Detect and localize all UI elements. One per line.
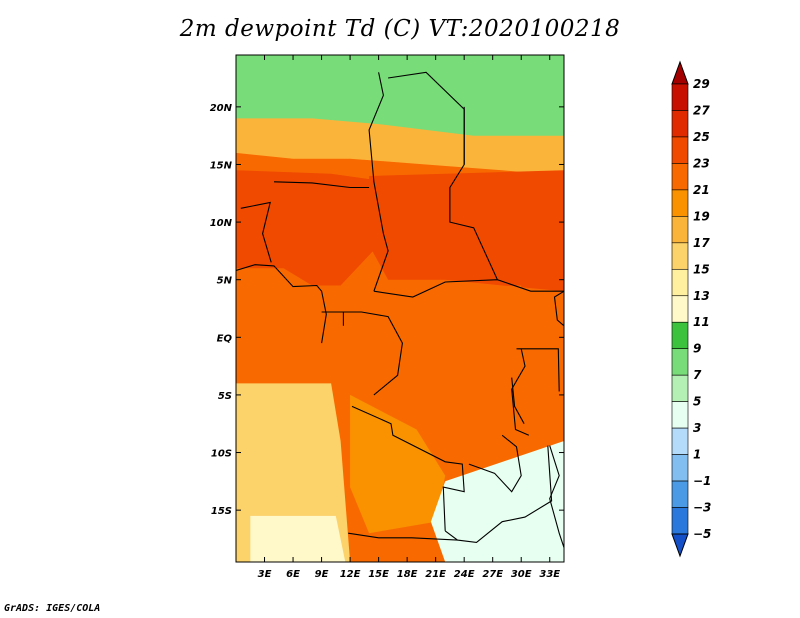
colorbar-segment (671, 374, 689, 402)
x-tick-label: 9E (315, 569, 329, 580)
region-west-africa (236, 170, 389, 286)
x-tick-label: 18E (397, 569, 418, 580)
map-frame (235, 54, 565, 563)
colorbar: 29 27 25 23 21 19 17 15 13 11 9 7 5 3 1 −1 −3 −5 (671, 60, 711, 558)
border-line-17 (511, 377, 525, 424)
colorbar-top-arrow (671, 60, 689, 85)
region-atlantic-southwest (250, 515, 346, 562)
colorbar-label: 29 (693, 77, 710, 91)
colorbar-label: 5 (693, 395, 701, 409)
chart-title: 2m dewpoint Td (C) VT:2020100218 (179, 16, 621, 42)
colorbar-segment (671, 163, 689, 191)
border-line-1 (368, 72, 389, 292)
x-tick-label: 33E (539, 569, 560, 580)
x-tick-label: 6E (286, 569, 300, 580)
x-tick-label: 27E (482, 569, 503, 580)
colorbar-segment (671, 348, 689, 376)
colorbar-label: −3 (693, 501, 711, 515)
colorbar-label: −5 (693, 527, 711, 541)
border-line-10 (351, 405, 465, 531)
colorbar-label: −1 (693, 474, 711, 488)
x-tick-label: 24E (454, 569, 475, 580)
x-tick-label: 21E (425, 569, 446, 580)
region-angola (350, 394, 446, 534)
colorbar-label: 9 (693, 342, 701, 356)
border-line-8 (321, 311, 344, 326)
colorbar-label: 15 (693, 262, 710, 276)
border-line-13 (468, 434, 522, 493)
y-axis: 20N 15N 10N 5N EQ 5S 10S 15S (210, 103, 564, 517)
border-line-12 (444, 445, 553, 543)
colorbar-label: 23 (693, 156, 710, 170)
colorbar-segment (671, 242, 689, 270)
colorbar-label: 13 (693, 289, 710, 303)
colorbar-label: 27 (693, 103, 710, 117)
colorbar-label: 3 (693, 421, 701, 435)
colorbar-label: 11 (693, 315, 710, 329)
y-tick-label: 20N (210, 103, 233, 114)
y-tick-label: 15S (211, 506, 232, 517)
y-tick-label: 10N (210, 218, 233, 229)
border-line-15 (516, 348, 560, 392)
colorbar-segment (671, 136, 689, 164)
border-line-6 (373, 279, 564, 298)
y-tick-label: 15N (210, 160, 233, 171)
x-tick-label: 3E (258, 569, 272, 580)
colorbar-segment (671, 480, 689, 508)
border-line-0 (236, 264, 327, 344)
colorbar-segment (671, 321, 689, 350)
border-line-7 (343, 311, 403, 396)
colorbar-label: 21 (693, 183, 710, 197)
colorbar-segment (671, 83, 689, 111)
colorbar-segment (671, 216, 689, 244)
y-tick-label: 5S (218, 391, 232, 402)
border-line-5 (388, 71, 465, 165)
region-central-africa (369, 170, 564, 292)
colorbar-label: 17 (693, 236, 710, 250)
colorbar-segment (671, 454, 689, 482)
border-line-9 (511, 348, 530, 436)
x-axis: 3E 6E 9E 12E 15E 18E 21E 24E 27E 30E 33E (258, 55, 560, 580)
border-line-16 (553, 290, 564, 327)
border-line-2 (273, 181, 370, 189)
colorbar-segment (671, 110, 689, 138)
colorbar-segment (671, 401, 689, 429)
y-tick-label: 10S (211, 449, 232, 460)
border-line-14 (549, 445, 564, 550)
x-tick-label: 12E (340, 569, 361, 580)
colorbar-segment (671, 189, 689, 217)
map-area (236, 55, 564, 562)
x-tick-label: 30E (511, 569, 532, 580)
colorbar-label: 7 (693, 368, 702, 382)
colorbar-segment (671, 427, 689, 455)
colorbar-label: 25 (693, 130, 710, 144)
colorbar-segment (671, 295, 689, 323)
region-sahara (236, 55, 564, 136)
colorbar-label: 19 (693, 209, 710, 223)
border-line-3 (240, 201, 272, 263)
border-line-11 (348, 532, 458, 541)
colorbar-label: 1 (693, 448, 701, 462)
colorbar-bottom-arrow (671, 533, 689, 558)
country-borders (236, 71, 564, 550)
colorbar-segment (671, 507, 689, 535)
y-tick-label: 5N (217, 276, 233, 287)
colorbar-segment (671, 268, 689, 297)
y-tick-label: EQ (217, 333, 233, 344)
x-tick-label: 15E (368, 569, 389, 580)
region-zambia (430, 441, 564, 562)
grads-credit: GrADS: IGES/COLA (4, 603, 101, 614)
